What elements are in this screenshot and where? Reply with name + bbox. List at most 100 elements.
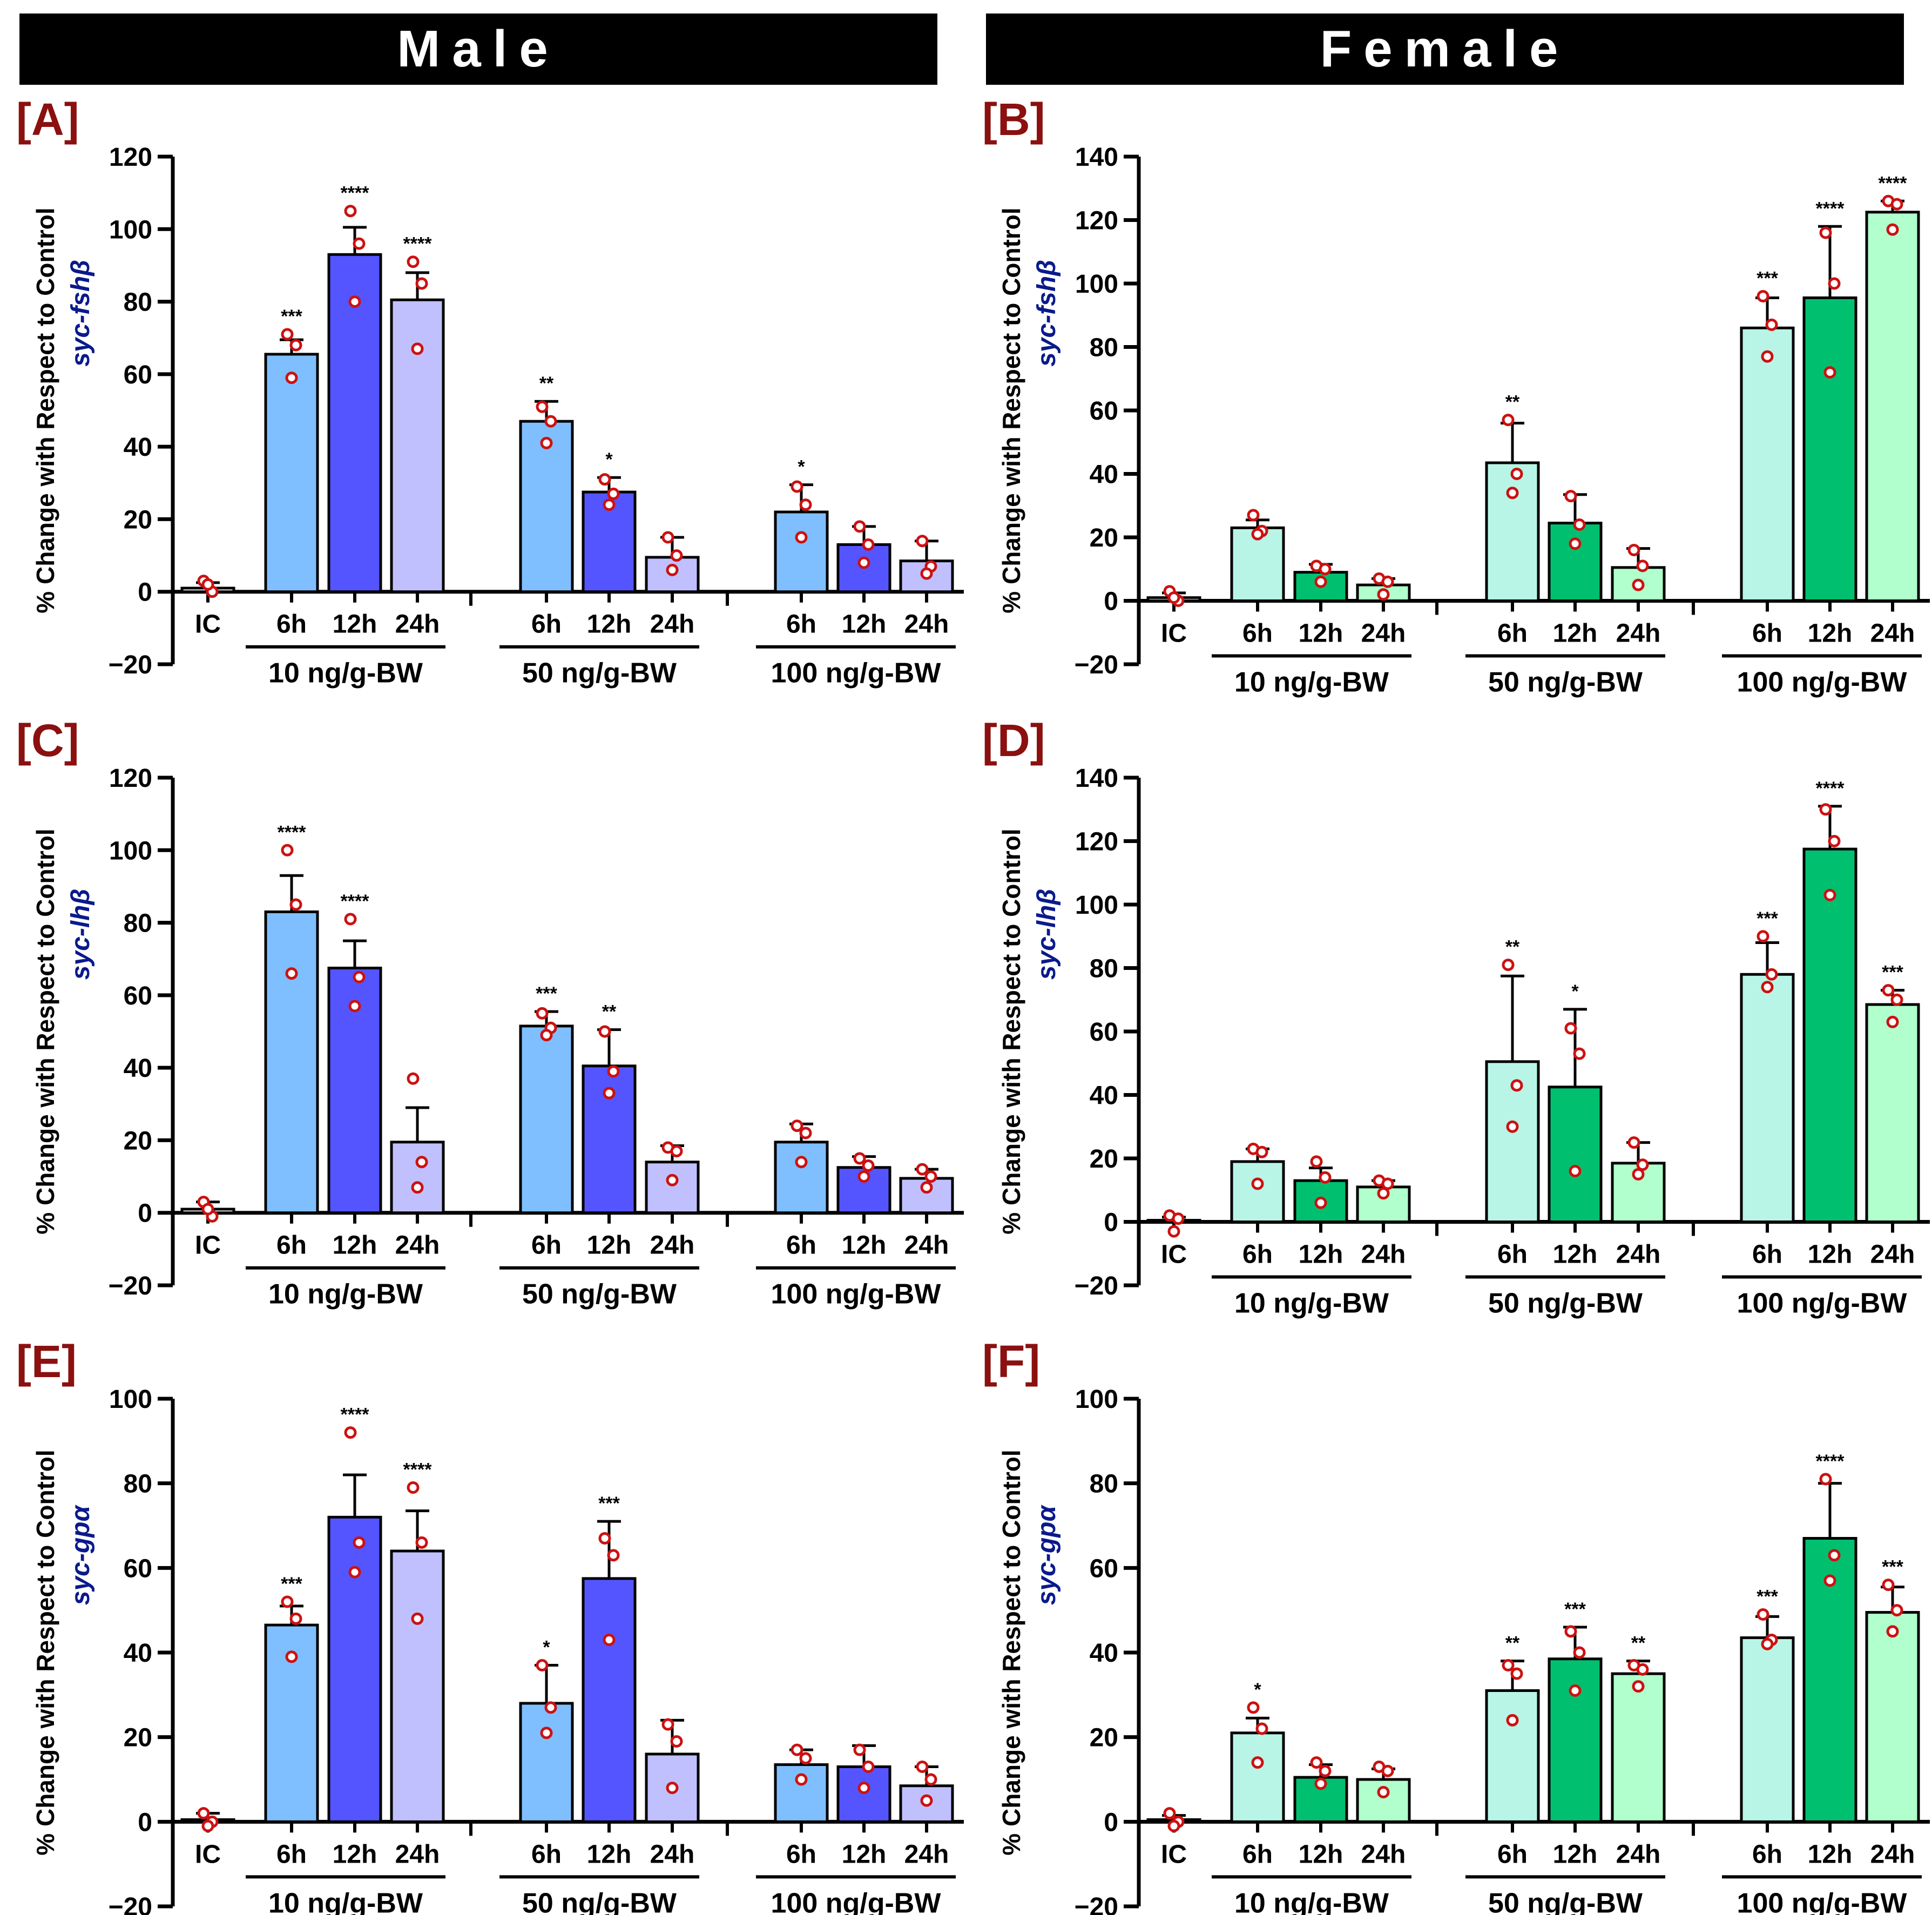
treatment-data-point bbox=[540, 436, 553, 449]
treatment-data-point bbox=[857, 1782, 870, 1795]
treatment-category-label: 6h bbox=[531, 1231, 562, 1260]
treatment-data-point bbox=[1828, 277, 1841, 290]
treatment-category-label: 6h bbox=[276, 610, 307, 639]
panel-label: [F] bbox=[982, 1336, 1040, 1387]
treatment-category-label: 6h bbox=[276, 1840, 307, 1869]
treatment-data-point bbox=[1377, 1187, 1390, 1200]
treatment-data-point bbox=[407, 1072, 420, 1085]
treatment-bar bbox=[774, 510, 829, 594]
y-tick-label: 0 bbox=[138, 578, 152, 607]
treatment-data-point bbox=[598, 473, 611, 486]
treatment-category-label: 6h bbox=[531, 610, 562, 639]
treatment-category-label: 24h bbox=[395, 1840, 440, 1869]
dose-group-label: 50 ng/g-BW bbox=[522, 1887, 677, 1915]
chart-panel-a: [A] % Change with Respect to Control syc-f… bbox=[16, 94, 964, 689]
treatment-data-point bbox=[353, 237, 366, 250]
treatment-significance-label: **** bbox=[1879, 173, 1908, 193]
treatment-significance-label: **** bbox=[403, 234, 433, 254]
treatment-data-point bbox=[540, 1727, 553, 1739]
y-axis-label: % Change with Respect to Control bbox=[31, 207, 59, 613]
treatment-data-point bbox=[1564, 1022, 1577, 1035]
y-tick-label: 60 bbox=[1090, 397, 1118, 426]
treatment-data-point bbox=[603, 1087, 616, 1100]
treatment-significance-label: *** bbox=[598, 1493, 620, 1514]
y-tick-label: 120 bbox=[109, 143, 152, 172]
treatment-data-point bbox=[1636, 1663, 1649, 1676]
y-tick-label: 80 bbox=[124, 909, 152, 938]
treatment-significance-label: ** bbox=[602, 1002, 617, 1022]
treatment-category-label: 24h bbox=[1870, 1840, 1915, 1869]
treatment-bar bbox=[1485, 1689, 1540, 1823]
treatment-data-point bbox=[544, 1701, 557, 1714]
treatment-category-label: 12h bbox=[587, 1231, 632, 1260]
treatment-data-point bbox=[603, 1634, 616, 1646]
treatment-data-point bbox=[607, 1065, 620, 1078]
dose-group-label: 100 ng/g-BW bbox=[771, 658, 942, 689]
treatment-category-label: 6h bbox=[786, 1231, 816, 1260]
treatment-data-point bbox=[1251, 1177, 1264, 1190]
treatment-data-point bbox=[1319, 1764, 1332, 1777]
treatment-data-point bbox=[1314, 1196, 1327, 1209]
treatment-data-point bbox=[1886, 223, 1899, 236]
y-tick-label: 60 bbox=[124, 1554, 152, 1583]
treatment-category-label: 24h bbox=[1361, 1240, 1406, 1269]
treatment-data-point bbox=[1247, 509, 1260, 522]
treatment-data-point bbox=[607, 487, 620, 500]
treatment-data-point bbox=[285, 1650, 298, 1663]
treatment-data-point bbox=[791, 1743, 803, 1756]
dose-group-label: 50 ng/g-BW bbox=[1488, 1288, 1643, 1319]
treatment-data-point bbox=[1506, 1120, 1519, 1133]
treatment-category-label: 6h bbox=[1752, 1840, 1782, 1869]
treatment-data-point bbox=[411, 1612, 424, 1625]
treatment-data-point bbox=[1632, 1168, 1645, 1181]
treatment-category-label: 6h bbox=[786, 610, 816, 639]
ic-category-label: IC bbox=[195, 1231, 221, 1260]
treatment-significance-label: ** bbox=[1631, 1633, 1646, 1654]
y-axis-label: % Change with Respect to Control bbox=[997, 828, 1025, 1234]
treatment-data-point bbox=[281, 844, 294, 857]
treatment-significance-label: **** bbox=[1816, 198, 1845, 219]
y-tick-label: 140 bbox=[1075, 143, 1118, 172]
ic-data-point bbox=[1172, 1212, 1185, 1225]
treatment-data-point bbox=[1255, 1722, 1268, 1735]
treatment-data-point bbox=[795, 531, 808, 544]
treatment-significance-label: * bbox=[543, 1637, 550, 1658]
treatment-significance-label: ** bbox=[1505, 392, 1520, 413]
dose-group-label: 100 ng/g-BW bbox=[771, 1279, 942, 1310]
y-tick-label: 60 bbox=[1090, 1018, 1118, 1047]
treatment-data-point bbox=[407, 1481, 420, 1494]
treatment-category-label: 24h bbox=[1361, 619, 1406, 648]
treatment-data-point bbox=[598, 1025, 611, 1038]
treatment-data-point bbox=[1632, 578, 1645, 591]
y-tick-label: −20 bbox=[1075, 651, 1118, 679]
y-tick-label: 20 bbox=[124, 505, 152, 534]
female-header-text: Female bbox=[1320, 20, 1570, 78]
treatment-bar bbox=[1485, 461, 1540, 602]
treatment-bar bbox=[1611, 1672, 1666, 1823]
treatment-data-point bbox=[1823, 366, 1836, 379]
treatment-category-label: 24h bbox=[1616, 1240, 1661, 1269]
chart-panel-d: [D] % Change with Respect to Control syc-l… bbox=[982, 715, 1930, 1319]
treatment-data-point bbox=[607, 1549, 620, 1562]
treatment-data-point bbox=[536, 1007, 549, 1020]
treatment-data-point bbox=[666, 1174, 679, 1186]
treatment-bar bbox=[774, 1763, 829, 1823]
chart-panel-b: [B] % Change with Respect to Control syc-f… bbox=[982, 94, 1930, 698]
treatment-category-label: 6h bbox=[531, 1840, 562, 1869]
treatment-data-point bbox=[670, 549, 683, 562]
treatment-bar bbox=[264, 1623, 319, 1823]
treatment-data-point bbox=[1886, 1625, 1899, 1638]
treatment-data-point bbox=[857, 556, 870, 569]
treatment-data-point bbox=[603, 498, 616, 511]
treatment-category-label: 12h bbox=[333, 1840, 377, 1869]
ic-data-point bbox=[197, 1807, 210, 1820]
treatment-data-point bbox=[411, 342, 424, 355]
treatment-category-label: 24h bbox=[650, 610, 695, 639]
treatment-data-point bbox=[1314, 1777, 1327, 1790]
treatment-data-point bbox=[1890, 198, 1903, 211]
y-tick-label: 100 bbox=[109, 1385, 152, 1414]
treatment-category-label: 12h bbox=[333, 1231, 377, 1260]
treatment-data-point bbox=[544, 415, 557, 428]
treatment-data-point bbox=[1828, 1549, 1841, 1562]
treatment-data-point bbox=[1765, 318, 1778, 331]
